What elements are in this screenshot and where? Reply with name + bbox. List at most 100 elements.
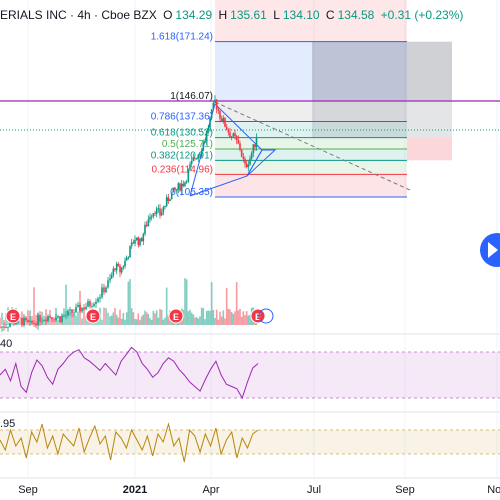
candle-body [175, 189, 178, 191]
candle-body [101, 287, 103, 298]
candle-body [240, 149, 243, 157]
candle-body [195, 158, 198, 160]
volume-bar [142, 314, 145, 325]
volume-bar [145, 312, 148, 325]
osc-value-label: .95 [0, 418, 15, 430]
volume-bar [5, 313, 7, 325]
fib-level-label: 0.382(120.91) [151, 150, 213, 161]
candle-body [119, 265, 121, 273]
volume-bar [217, 319, 220, 325]
volume-bar [189, 309, 191, 325]
candle-body [85, 306, 87, 310]
volume-bar [83, 308, 85, 325]
candle-body [53, 319, 55, 321]
candle-body [137, 237, 140, 246]
volume-bar [157, 317, 160, 325]
fib-top-zone [215, 0, 407, 42]
projection-box [312, 41, 452, 101]
candle-body [207, 127, 210, 132]
volume-bar [139, 319, 141, 325]
volume-bar [224, 318, 226, 325]
volume-bar [165, 287, 168, 325]
volume-bar [219, 311, 221, 325]
earnings-marker[interactable] [250, 308, 266, 324]
volume-bar [47, 314, 49, 325]
volume-bar [81, 318, 83, 325]
volume-bar [33, 287, 35, 325]
volume-bar [245, 311, 248, 325]
candle-body [89, 301, 91, 307]
candle-body [122, 266, 125, 268]
candle-body [187, 169, 190, 182]
volume-bar [195, 317, 198, 325]
candle-body [135, 237, 138, 240]
candle-body [110, 275, 113, 279]
candle-body [170, 192, 173, 200]
dividend-marker[interactable] [258, 308, 274, 324]
volume-bar [112, 312, 115, 325]
candle-body [205, 131, 208, 142]
earnings-label: E [90, 312, 96, 322]
volume-bar [73, 313, 75, 325]
volume-bar [150, 320, 153, 325]
volume-bar [43, 320, 45, 325]
fib-zone [215, 41, 407, 101]
volume-bar [190, 312, 193, 325]
volume-bar [1, 312, 3, 325]
candle-body [194, 158, 196, 159]
volume-bar [227, 308, 230, 325]
candle-body [147, 219, 150, 227]
scroll-right-button[interactable] [480, 233, 500, 267]
earnings-marker[interactable] [85, 308, 101, 324]
volume-bar [205, 311, 208, 325]
symbol-title: ERIALS INC · 4h · Cboe BZX [0, 8, 157, 22]
chart-header: ERIALS INC · 4h · Cboe BZX O 134.29 H 135.… [0, 8, 464, 22]
play-icon [488, 242, 498, 258]
candle-body [252, 144, 255, 154]
candle-body [103, 287, 105, 293]
candle-body [99, 297, 101, 299]
earnings-marker[interactable] [168, 308, 184, 324]
x-tick-label: Jul [307, 484, 321, 496]
candle-body [5, 327, 7, 328]
earnings-marker[interactable] [5, 308, 21, 324]
volume-bar [53, 320, 55, 325]
candle-body [109, 278, 111, 281]
candle-body [117, 263, 120, 266]
volume-bar [242, 311, 245, 325]
candle-body [209, 117, 211, 128]
volume-bar [119, 309, 121, 325]
volume-bar [77, 311, 79, 325]
volume-bar [41, 311, 43, 325]
candle-body [247, 164, 250, 168]
volume-bar [19, 317, 21, 325]
candle-body [115, 263, 118, 271]
candle-body [97, 298, 99, 302]
fib-level-label: 1(146.07) [170, 91, 213, 102]
volume-bar [31, 315, 33, 325]
candle-body [149, 216, 151, 220]
candle-body [200, 150, 203, 154]
volume-bar [122, 313, 125, 325]
candle-body [155, 208, 158, 215]
volume-bar [247, 315, 250, 325]
volume-bar [37, 312, 39, 325]
candle-body [160, 212, 163, 216]
volume-bar [55, 307, 57, 325]
fib-level-label: 0.786(137.36) [151, 112, 213, 123]
volume-bar [132, 312, 135, 325]
candle-body [57, 316, 59, 318]
volume-bar [144, 310, 146, 325]
volume-bar [210, 282, 213, 325]
volume-bar [220, 316, 223, 325]
volume-bar [67, 311, 69, 325]
volume-bar [212, 309, 215, 325]
volume-bar [130, 308, 133, 325]
volume-bar [110, 315, 113, 325]
candle-body [192, 158, 195, 161]
candle-body [214, 99, 216, 103]
volume-bar [103, 307, 105, 325]
volume-bar [229, 309, 231, 325]
